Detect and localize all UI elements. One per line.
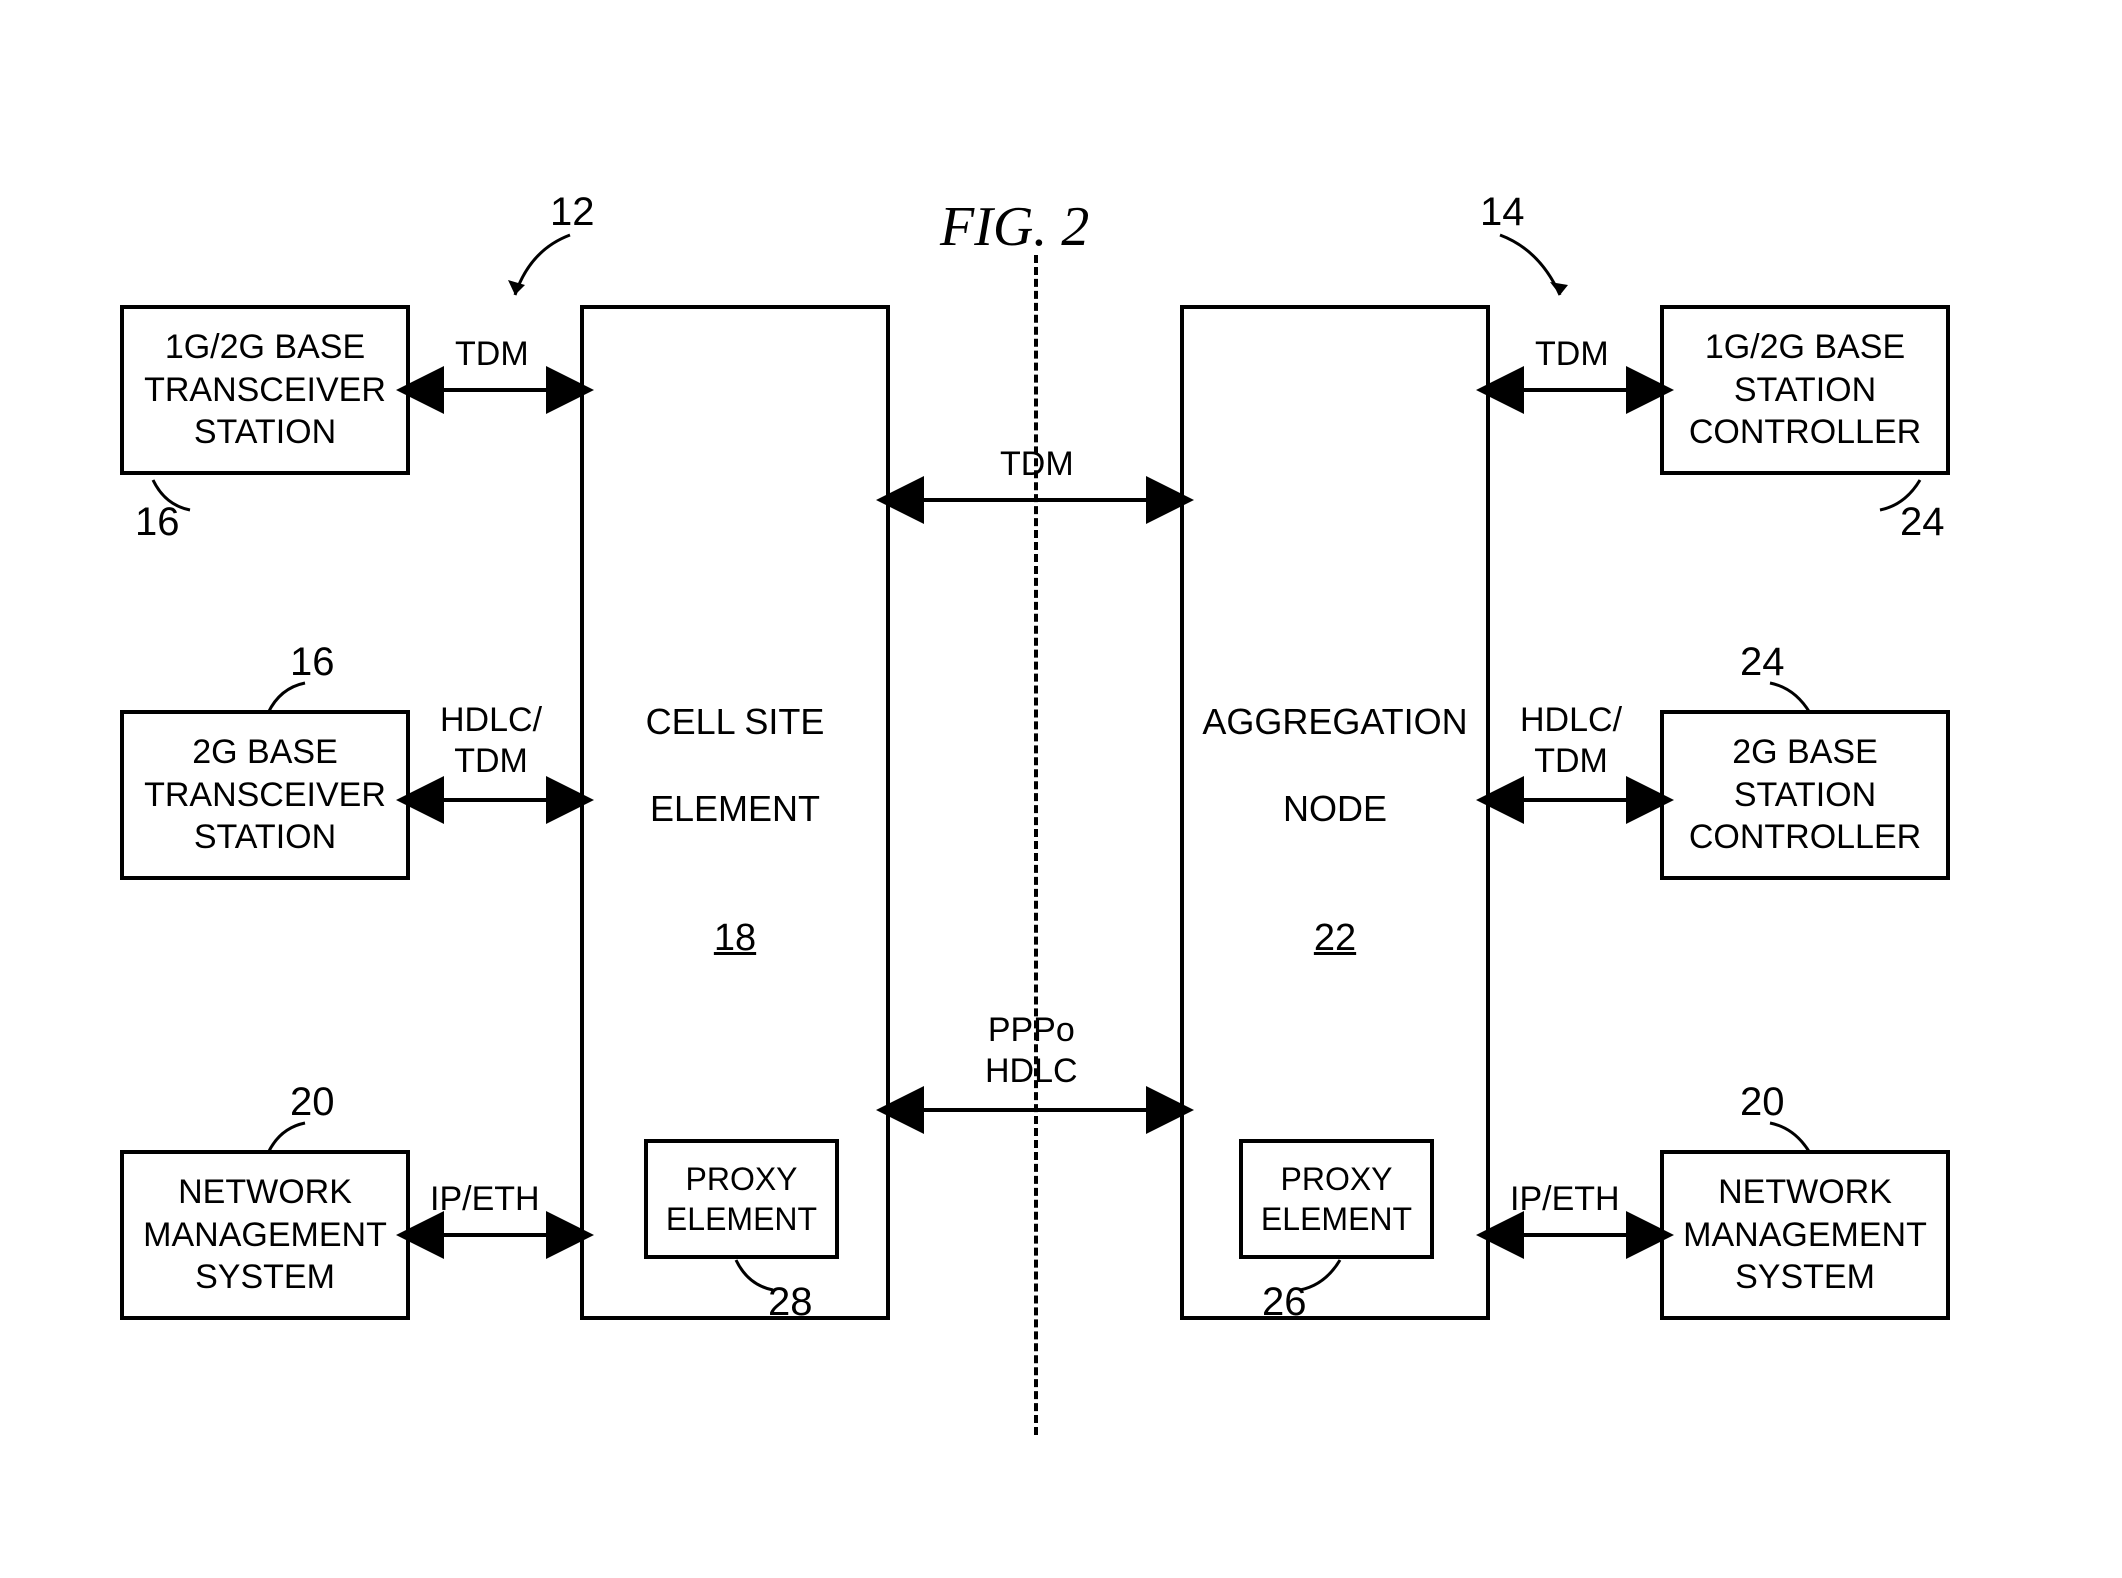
text-line: TRANSCEIVER [144,369,386,412]
box-nms-right: NETWORK MANAGEMENT SYSTEM [1660,1150,1950,1320]
text-line: CELL SITE [584,699,886,744]
pointer-28 [728,1255,788,1295]
ref-18: 18 [584,915,886,963]
text-line: PROXY [1280,1159,1392,1199]
text-line: ELEMENT [666,1199,817,1239]
figure-title: FIG. 2 [940,195,1089,259]
text-line: STATION [1734,774,1876,817]
text-line: 2G BASE [192,731,338,774]
diagram-canvas: FIG. 2 1G/2G BASE TRANSCEIVER STATION 2G… [0,0,2122,1578]
text-line: STATION [194,411,336,454]
ref-14: 14 [1480,190,1525,235]
box-proxy-right: PROXY ELEMENT [1239,1139,1434,1259]
text-line: TRANSCEIVER [144,774,386,817]
text-line: SYSTEM [1735,1256,1875,1299]
label-tdm-right: TDM [1535,335,1609,374]
box-2g-bts: 2G BASE TRANSCEIVER STATION [120,710,410,880]
text-line: ELEMENT [1261,1199,1412,1239]
text-line: STATION [194,816,336,859]
box-aggregation-node: AGGREGATION NODE 22 PROXY ELEMENT [1180,305,1490,1320]
pointer-20a [260,1118,320,1158]
arrow-hdlc-right [1490,790,1660,810]
label-tdm-mid: TDM [1000,445,1074,484]
box-proxy-left: PROXY ELEMENT [644,1139,839,1259]
text-line: CONTROLLER [1689,411,1921,454]
box-nms-left: NETWORK MANAGEMENT SYSTEM [120,1150,410,1320]
pointer-20b [1760,1118,1820,1158]
ref-22: 22 [1184,915,1486,963]
arrow-pppo-hdlc [890,1100,1180,1120]
label-hdlc-right: HDLC/ TDM [1520,700,1622,782]
text-line: CONTROLLER [1689,816,1921,859]
box-1g2g-bsc: 1G/2G BASE STATION CONTROLLER [1660,305,1950,475]
arrow-hdlc-left [410,790,580,810]
arrow-ipeth-right [1490,1225,1660,1245]
label-ipeth-right: IP/ETH [1510,1180,1620,1219]
pointer-12 [500,230,620,310]
text-line: NETWORK [178,1171,352,1214]
text-line: MANAGEMENT [1683,1214,1927,1257]
text-line: STATION [1734,369,1876,412]
label-ipeth-left: IP/ETH [430,1180,540,1219]
pointer-24b [1760,678,1820,718]
label-tdm-left: TDM [455,335,529,374]
pointer-16a [145,475,205,515]
center-divider [1034,255,1038,1435]
text-line: NODE [1184,786,1486,831]
text-line: 1G/2G BASE [165,326,365,369]
text-line: 2G BASE [1732,731,1878,774]
ref-12: 12 [550,190,595,235]
text-line: MANAGEMENT [143,1214,387,1257]
text-line: 1G/2G BASE [1705,326,1905,369]
arrow-tdm-mid [890,490,1180,510]
box-cell-site-element: CELL SITE ELEMENT 18 PROXY ELEMENT [580,305,890,1320]
pointer-24a [1870,475,1930,515]
box-2g-bsc: 2G BASE STATION CONTROLLER [1660,710,1950,880]
pointer-16b [260,678,320,718]
arrow-tdm-right [1490,380,1660,400]
label-hdlc-left: HDLC/ TDM [440,700,542,782]
text-line: ELEMENT [584,786,886,831]
label-pppo-hdlc: PPPo HDLC [985,1010,1078,1092]
text-line: NETWORK [1718,1171,1892,1214]
arrow-tdm-left [410,380,580,400]
arrow-ipeth-left [410,1225,580,1245]
text-line: PROXY [685,1159,797,1199]
text-line: SYSTEM [195,1256,335,1299]
box-1g2g-bts: 1G/2G BASE TRANSCEIVER STATION [120,305,410,475]
text-line: AGGREGATION [1184,699,1486,744]
pointer-14 [1460,230,1580,310]
pointer-26 [1290,1255,1350,1295]
